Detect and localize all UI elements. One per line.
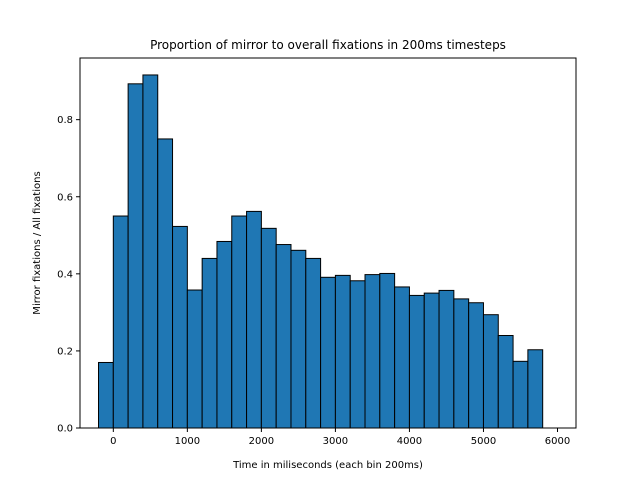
bars-group — [98, 74, 544, 429]
y-tick-label: 0.2 — [57, 346, 73, 357]
histogram-bar — [423, 292, 440, 429]
x-tick-label: 1000 — [175, 436, 200, 447]
histogram-bar — [216, 240, 233, 429]
histogram-bar — [112, 215, 129, 429]
histogram-bar — [512, 360, 529, 429]
histogram-bar — [527, 349, 544, 429]
x-tick-label: 3000 — [323, 436, 348, 447]
histogram-bar — [305, 257, 322, 429]
x-tick-label: 0 — [110, 436, 116, 447]
histogram-bar — [201, 257, 218, 429]
histogram-bar — [320, 276, 336, 429]
x-tick-label: 5000 — [471, 436, 496, 447]
chart-title: Proportion of mirror to overall fixation… — [150, 38, 506, 52]
histogram-bar — [172, 225, 188, 429]
x-tick-label: 6000 — [545, 436, 570, 447]
histogram-bar — [260, 227, 277, 429]
histogram-bar — [408, 294, 425, 429]
x-tick-label: 2000 — [249, 436, 274, 447]
histogram-bar — [468, 302, 484, 429]
histogram-bar — [142, 74, 159, 429]
histogram-bar — [482, 314, 499, 429]
histogram-bar — [453, 298, 470, 429]
histogram-bar — [186, 289, 203, 429]
y-axis-ticks: 0.0 0.2 0.4 0.6 0.8 — [57, 115, 80, 435]
histogram-bar — [246, 210, 262, 429]
plot-frame — [79, 57, 577, 429]
y-axis-label: Mirror fixations / All fixations — [32, 171, 43, 314]
y-tick-label: 0.6 — [57, 192, 73, 203]
histogram-bar — [275, 244, 292, 429]
histogram-bar — [349, 280, 366, 429]
histogram-bar — [438, 289, 455, 429]
histogram-bar — [231, 215, 248, 429]
histogram-bar — [334, 274, 351, 429]
histogram-bar — [364, 274, 381, 429]
histogram-bar — [394, 286, 410, 429]
histogram-bar — [497, 335, 514, 429]
histogram-bar — [127, 83, 144, 429]
histogram-bar — [379, 272, 396, 429]
histogram-bar — [98, 361, 114, 429]
y-tick-label: 0.0 — [57, 424, 73, 435]
y-tick-label: 0.4 — [57, 269, 73, 280]
x-axis-ticks: 0 1000 2000 3000 4000 5000 6000 — [110, 428, 570, 447]
x-axis-label: Time in miliseconds (each bin 200ms) — [232, 460, 423, 471]
histogram-bar — [157, 138, 174, 429]
y-tick-label: 0.8 — [57, 115, 73, 126]
histogram-bar — [290, 249, 307, 429]
x-tick-label: 4000 — [397, 436, 422, 447]
